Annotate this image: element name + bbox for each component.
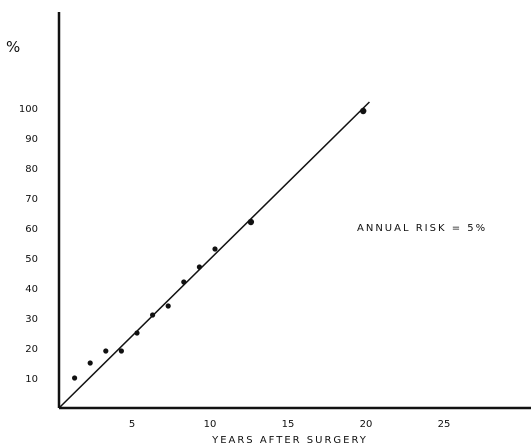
- y-axis-label: %: [6, 38, 20, 56]
- y-tick-label: 50: [25, 254, 38, 265]
- y-tick-label: 40: [25, 284, 38, 295]
- data-point: [196, 264, 202, 270]
- y-tick-label: 70: [25, 194, 38, 205]
- data-point: [360, 107, 367, 115]
- data-points: [72, 107, 367, 381]
- y-tick-label: 20: [25, 344, 38, 355]
- fit-line: [58, 101, 370, 409]
- x-tick-label: 5: [129, 419, 135, 430]
- y-tick-label: 80: [25, 164, 38, 175]
- x-tick-label: 15: [282, 419, 295, 430]
- x-axis-label: YEARS AFTER SURGERY: [211, 435, 368, 446]
- y-tick-label: 30: [25, 314, 38, 325]
- data-point: [103, 348, 109, 354]
- data-point: [181, 279, 187, 285]
- x-tick-label: 20: [360, 419, 373, 430]
- x-tick-labels: 5 10 15 20 25: [129, 419, 451, 430]
- y-tick-labels: 10 20 30 40 50 60 70 80 90 100: [19, 104, 38, 385]
- data-point: [87, 360, 93, 366]
- data-point: [165, 303, 171, 309]
- data-point: [150, 312, 156, 318]
- data-point: [72, 375, 78, 381]
- annotation-annual-risk: ANNUAL RISK = 5%: [357, 223, 487, 234]
- x-tick-label: 10: [204, 419, 217, 430]
- y-tick-label: 10: [25, 374, 38, 385]
- data-point: [247, 218, 255, 226]
- data-point: [134, 330, 140, 336]
- y-tick-label: 60: [25, 224, 38, 235]
- x-tick-label: 25: [438, 419, 451, 430]
- y-tick-label: 90: [25, 134, 38, 145]
- data-point: [212, 246, 218, 252]
- data-point: [118, 348, 124, 354]
- y-tick-label: 100: [19, 104, 38, 115]
